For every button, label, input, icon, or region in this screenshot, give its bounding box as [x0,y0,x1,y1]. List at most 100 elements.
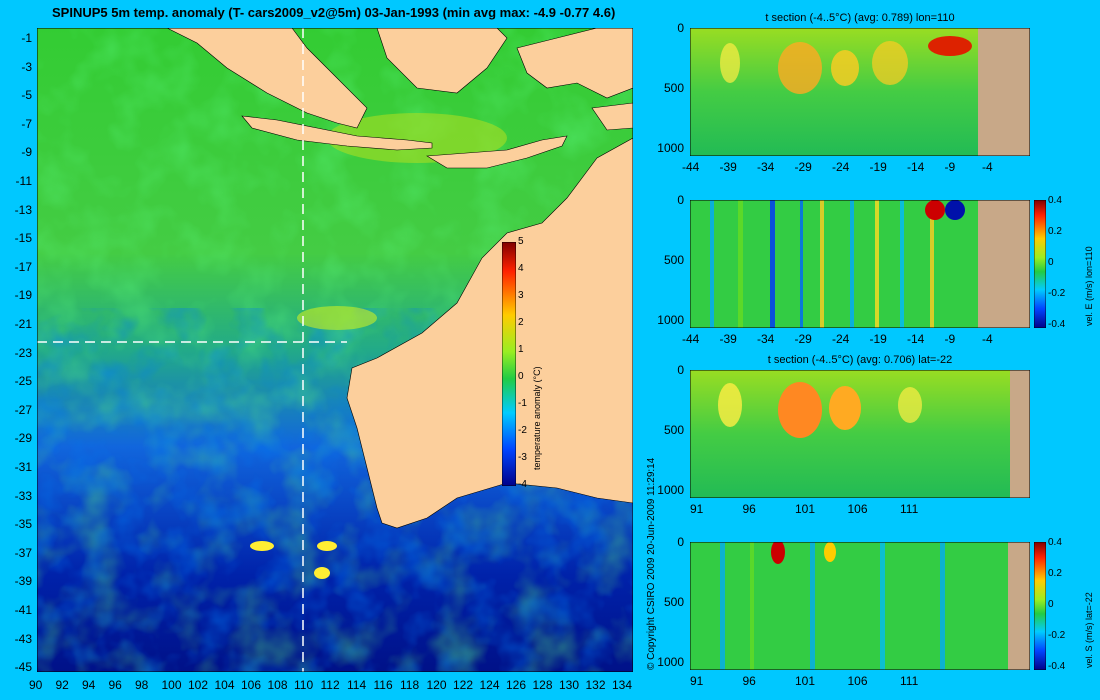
section-y-tick: 1000 [657,483,684,497]
section-y-tick: 0 [677,535,684,549]
section-x-tick: 91 [690,674,704,688]
section-x-tick: 101 [795,674,816,688]
map-y-tick: -1 [21,31,32,45]
section-y-tick: 1000 [657,313,684,327]
map-x-tick: 118 [400,678,420,692]
section-y-tick: 500 [663,253,684,267]
section-x-tick: -29 [794,160,812,174]
map-y-tick: -7 [21,116,32,131]
section-x-tick: -24 [832,160,850,174]
map-x-tick: 98 [135,678,149,692]
map-x-tick: 102 [188,678,209,692]
section-x-tick: -44 [682,160,700,174]
land-timor [426,135,568,169]
section-y-tick: 0 [677,193,684,207]
map-x-tick: 106 [241,678,262,692]
section-y-tick: 1000 [657,141,684,155]
section-colorbar-tick: -0.2 [1048,630,1066,641]
section-x-tick: -44 [682,332,700,346]
section-x-tick: 111 [900,674,919,688]
t-section-lon-title: t section (-4..5°C) (avg: 0.789) lon=110 [765,12,955,24]
section-x-tick: -4 [982,160,993,174]
section-x-tick: 96 [742,674,756,688]
map-y-tick: -29 [14,431,32,446]
map-y-tick: -11 [15,174,32,188]
land-sumatra [166,28,368,129]
map-colorbar-tick: 5 [518,236,524,247]
section-x-tick: -9 [944,160,956,174]
page-title: SPINUP5 5m temp. anomaly (T- cars2009_v2… [52,5,616,20]
section-x-tick: 106 [847,502,868,516]
section-y-tick: 0 [677,21,684,35]
map-colorbar-tick: 3 [518,290,524,301]
map-x-tick: 128 [532,678,553,692]
map-x-tick: 90 [29,678,43,692]
map-plot [37,28,633,672]
map-y-tick: -37 [14,545,32,560]
section-x-tick: -29 [794,332,812,346]
vel-e-section-lon-plot [690,200,1030,328]
map-colorbar-tick: 4 [518,263,524,274]
map-y-tick: -17 [14,259,32,274]
section-x-tick: -9 [944,332,956,346]
section-x-tick: -24 [832,332,850,346]
vel-s-section-lat-plot [690,542,1030,670]
map-x-tick: 130 [559,678,580,692]
map-x-tick: 124 [479,678,500,692]
section-colorbar-tick: 0.4 [1048,537,1062,548]
map-y-tick: -33 [14,488,32,503]
section-y-tick: 500 [663,81,684,95]
map-colorbar-tick: 2 [518,317,524,328]
section-x-tick: 111 [900,502,919,516]
map-x-tick: 94 [82,678,96,692]
map-y-tick: -35 [14,517,32,532]
section-colorbar-tick: 0 [1048,257,1054,268]
map-colorbar-tick: 1 [518,344,524,355]
vel-s-colorbar-label: vel. S (m/s) lat=-22 [1084,592,1094,668]
t-section-lon-plot [690,28,1030,156]
t-section-lat-plot [690,370,1030,498]
section-x-tick: -19 [869,160,887,174]
section-colorbar-tick: 0.2 [1048,568,1062,579]
section-x-tick: 106 [847,674,868,688]
map-x-tick: 134 [612,678,633,692]
map-x-tick: 100 [161,678,182,692]
vel-e-colorbar [1034,200,1046,328]
section-x-tick: -39 [719,332,737,346]
map-y-tick: -23 [14,345,32,360]
map-x-tick: 108 [267,678,288,692]
map-y-tick: -25 [14,374,32,389]
section-x-tick: 91 [690,502,704,516]
section-x-tick: -34 [757,160,775,174]
map-x-tick: 96 [108,678,122,692]
map-colorbar-tick: -2 [518,425,527,436]
section-x-tick: -4 [982,332,993,346]
land-east-islands [516,28,633,99]
land-borneo [376,28,508,94]
land-java [241,115,433,151]
map-y-tick: -13 [14,202,32,217]
copyright-text: © Copyright CSIRO 2009 20-Jun-2009 11:29… [646,457,657,670]
map-colorbar-tick: -1 [518,398,527,409]
map-colorbar [502,242,516,486]
map-x-tick: 120 [426,678,447,692]
map-y-tick: -15 [14,231,32,246]
map-x-tick: 122 [453,678,474,692]
map-y-tick: -43 [14,631,32,646]
map-x-tick: 132 [585,678,606,692]
map-y-tick: -45 [14,660,32,675]
map-y-tick: -21 [14,317,32,331]
section-colorbar-tick: 0 [1048,599,1054,610]
map-colorbar-tick: -3 [518,452,527,463]
vel-s-colorbar [1034,542,1046,670]
section-colorbar-tick: 0.4 [1048,195,1062,206]
map-colorbar-tick: 0 [518,371,524,382]
map-y-tick: -9 [21,145,32,160]
map-y-tick: -5 [21,88,32,103]
map-x-tick: 92 [55,678,69,692]
section-colorbar-tick: -0.4 [1048,661,1066,672]
section-colorbar-tick: 0.2 [1048,226,1062,237]
section-x-tick: -19 [869,332,887,346]
map-y-tick: -39 [14,574,32,589]
map-x-tick: 114 [347,678,367,692]
